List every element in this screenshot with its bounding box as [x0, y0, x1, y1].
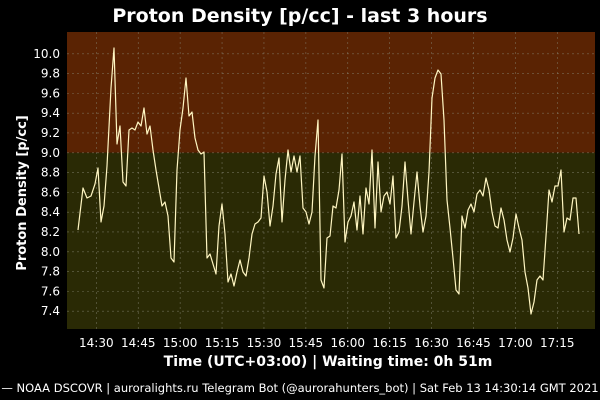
- grid-lines: [67, 32, 595, 329]
- x-tick-label: 16:15: [372, 336, 407, 350]
- x-tick-label: 17:15: [540, 336, 575, 350]
- x-tick-label: 15:45: [289, 336, 324, 350]
- y-axis-ticks: 10.0 9.8 9.6 9.4 9.2 9.0 8.8 8.6 8.4 8.2 8.0 7.8 7.6…: [33, 47, 60, 318]
- y-tick-label: 9.6: [41, 86, 60, 100]
- y-tick-label: 7.6: [41, 284, 60, 298]
- x-tick-label: 15:00: [163, 336, 198, 350]
- y-tick-label: 9.8: [41, 67, 60, 81]
- y-tick-label: 9.0: [41, 146, 60, 160]
- y-tick-label: 8.6: [41, 185, 60, 199]
- x-tick-label: 15:30: [247, 336, 282, 350]
- y-tick-label: 8.0: [41, 245, 60, 259]
- plot-area: [77, 47, 580, 315]
- x-tick-label: 14:45: [121, 336, 156, 350]
- band-1: [67, 152, 595, 329]
- x-tick-label: 16:45: [456, 336, 491, 350]
- x-tick-label: 17:00: [498, 336, 533, 350]
- y-tick-label: 9.2: [41, 126, 60, 140]
- chart-title: Proton Density [p/cc] - last 3 hours: [112, 5, 487, 27]
- footer-credits: — NOAA DSCOVR | auroralights.ru Telegram…: [1, 381, 598, 395]
- y-tick-label: 7.8: [41, 265, 60, 279]
- x-tick-label: 15:15: [205, 336, 240, 350]
- x-tick-label: 16:30: [414, 336, 449, 350]
- x-axis-ticks: 14:30 14:45 15:00 15:15 15:30 15:45 16:00 16:15…: [79, 336, 575, 350]
- y-tick-label: 8.8: [41, 166, 60, 180]
- series-line: [77, 47, 580, 315]
- band-0: [67, 32, 595, 153]
- y-tick-label: 8.2: [41, 225, 60, 239]
- y-tick-label: 7.4: [41, 304, 60, 318]
- y-tick-label: 8.4: [41, 205, 60, 219]
- y-axis-label: Proton Density [p/cc]: [15, 115, 30, 270]
- threshold-bands: [67, 32, 595, 329]
- y-tick-label: 9.4: [41, 106, 60, 120]
- y-tick-label: 10.0: [33, 47, 60, 61]
- x-tick-label: 16:00: [330, 336, 365, 350]
- x-tick-label: 14:30: [79, 336, 114, 350]
- x-axis-label: Time (UTC+03:00) | Waiting time: 0h 51m: [164, 354, 493, 370]
